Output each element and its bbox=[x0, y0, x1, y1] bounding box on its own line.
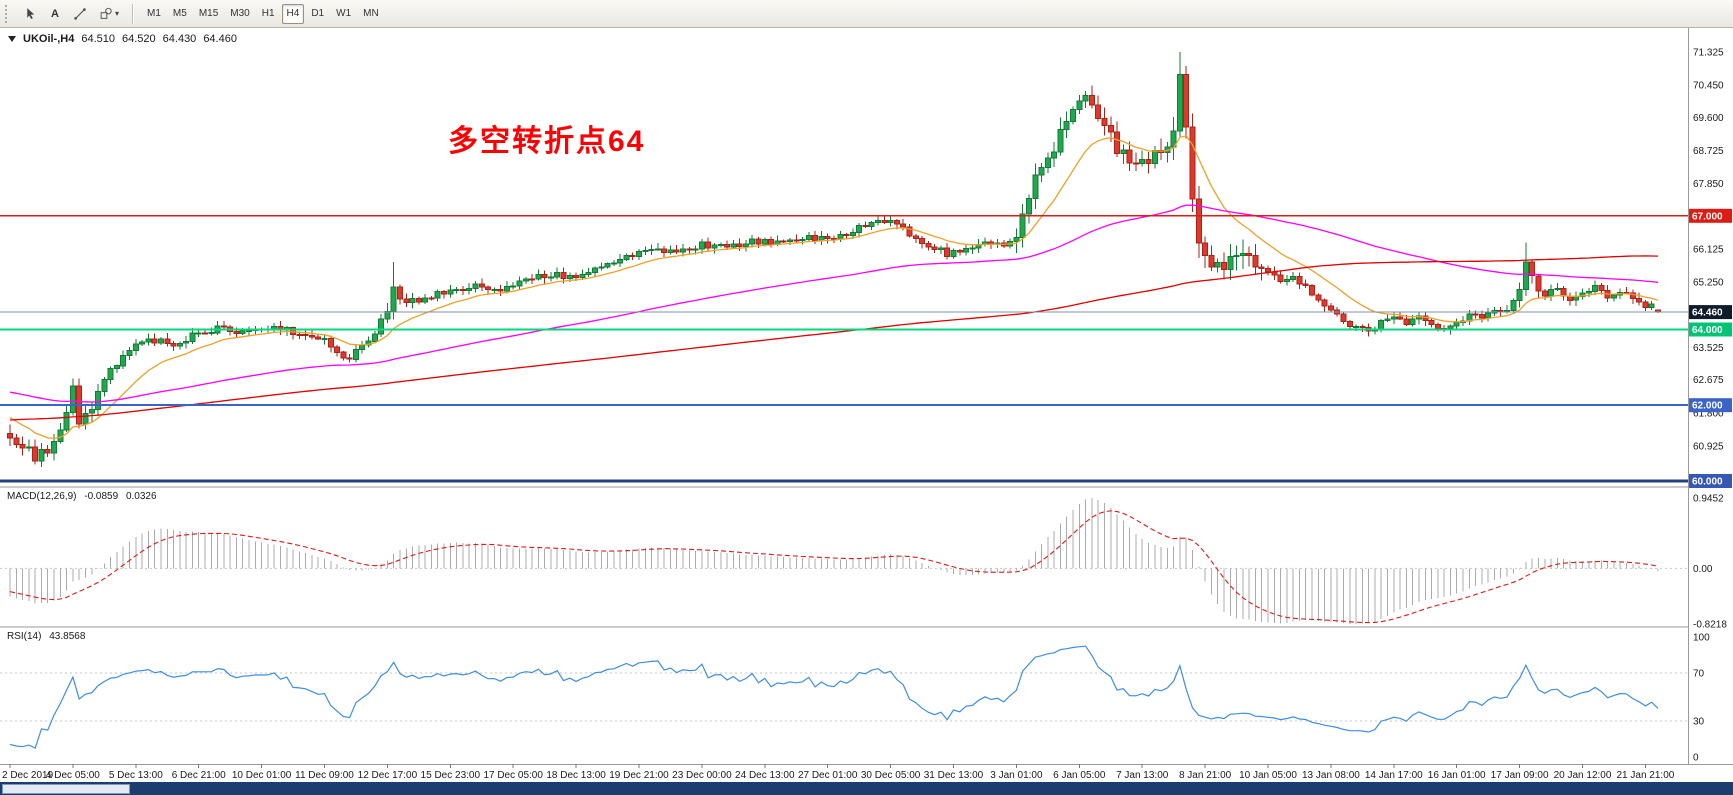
svg-text:30: 30 bbox=[1693, 717, 1705, 728]
svg-text:10 Dec 01:00: 10 Dec 01:00 bbox=[232, 770, 292, 781]
timeframe-w1-button[interactable]: W1 bbox=[331, 4, 356, 24]
chart-canvas[interactable]: 71.325 70.450 69.600 68.725 67.850 66.125 65.2… bbox=[0, 28, 1733, 782]
svg-text:67.850: 67.850 bbox=[1693, 179, 1724, 190]
svg-text:2 Dec 2019: 2 Dec 2019 bbox=[2, 770, 54, 781]
svg-text:11 Dec 09:00: 11 Dec 09:00 bbox=[295, 770, 354, 781]
svg-text:70: 70 bbox=[1693, 669, 1705, 680]
svg-text:71.325: 71.325 bbox=[1693, 48, 1724, 59]
svg-text:17 Dec 05:00: 17 Dec 05:00 bbox=[483, 770, 543, 781]
timeframe-m30-button[interactable]: M30 bbox=[225, 4, 254, 24]
taskbar bbox=[0, 782, 1733, 795]
timeframe-m15-button[interactable]: M15 bbox=[194, 4, 223, 24]
svg-text:31 Dec 13:00: 31 Dec 13:00 bbox=[924, 770, 984, 781]
svg-text:13 Jan 08:00: 13 Jan 08:00 bbox=[1302, 770, 1360, 781]
timeframe-mn-button: MN bbox=[358, 4, 384, 24]
svg-text:18 Dec 13:00: 18 Dec 13:00 bbox=[546, 770, 606, 781]
svg-text:68.725: 68.725 bbox=[1693, 146, 1724, 157]
svg-text:15 Dec 23:00: 15 Dec 23:00 bbox=[421, 770, 481, 781]
svg-text:69.600: 69.600 bbox=[1693, 113, 1724, 124]
svg-text:19 Dec 21:00: 19 Dec 21:00 bbox=[609, 770, 669, 781]
svg-text:14 Jan 17:00: 14 Jan 17:00 bbox=[1365, 770, 1423, 781]
svg-text:6 Jan 05:00: 6 Jan 05:00 bbox=[1053, 770, 1106, 781]
svg-text:21 Jan 21:00: 21 Jan 21:00 bbox=[1616, 770, 1674, 781]
svg-text:12 Dec 17:00: 12 Dec 17:00 bbox=[358, 770, 418, 781]
chevron-down-icon: ▾ bbox=[115, 9, 120, 18]
svg-text:0.00: 0.00 bbox=[1693, 564, 1713, 575]
trendline-tool-button[interactable] bbox=[68, 4, 92, 24]
svg-text:7 Jan 13:00: 7 Jan 13:00 bbox=[1116, 770, 1169, 781]
svg-text:5 Dec 13:00: 5 Dec 13:00 bbox=[109, 770, 163, 781]
timeframe-h4-button[interactable]: H4 bbox=[281, 3, 305, 24]
svg-text:64.460: 64.460 bbox=[1692, 308, 1723, 319]
timeframe-h1-button[interactable]: H1 bbox=[257, 4, 280, 24]
svg-text:60.000: 60.000 bbox=[1692, 477, 1723, 488]
svg-text:0.9452: 0.9452 bbox=[1693, 494, 1724, 505]
svg-text:4 Dec 05:00: 4 Dec 05:00 bbox=[46, 770, 100, 781]
svg-text:62.675: 62.675 bbox=[1693, 375, 1724, 386]
svg-text:-0.8218: -0.8218 bbox=[1693, 620, 1727, 631]
svg-text:66.125: 66.125 bbox=[1693, 245, 1724, 256]
svg-text:65.250: 65.250 bbox=[1693, 278, 1724, 289]
cursor-tool-button[interactable] bbox=[19, 4, 42, 24]
timeframe-d1-button[interactable]: D1 bbox=[306, 4, 329, 24]
svg-text:60.925: 60.925 bbox=[1693, 442, 1724, 453]
svg-text:70.450: 70.450 bbox=[1693, 81, 1724, 92]
svg-text:63.525: 63.525 bbox=[1693, 343, 1724, 354]
toolbar-separator bbox=[132, 3, 135, 24]
svg-text:67.000: 67.000 bbox=[1692, 211, 1723, 222]
timeframe-m1-button[interactable]: M1 bbox=[142, 4, 166, 24]
svg-text:20 Jan 12:00: 20 Jan 12:00 bbox=[1554, 770, 1612, 781]
svg-text:64.000: 64.000 bbox=[1692, 325, 1723, 336]
svg-text:6 Dec 21:00: 6 Dec 21:00 bbox=[172, 770, 226, 781]
shapes-icon bbox=[99, 7, 113, 20]
text-tool-icon: A bbox=[51, 7, 59, 20]
svg-text:100: 100 bbox=[1693, 633, 1710, 644]
toolbar-grip[interactable] bbox=[5, 4, 12, 23]
svg-text:10 Jan 05:00: 10 Jan 05:00 bbox=[1239, 770, 1297, 781]
svg-text:61.800: 61.800 bbox=[1693, 408, 1724, 419]
svg-text:8 Jan 21:00: 8 Jan 21:00 bbox=[1179, 770, 1232, 781]
svg-text:16 Jan 01:00: 16 Jan 01:00 bbox=[1428, 770, 1486, 781]
svg-text:17 Jan 09:00: 17 Jan 09:00 bbox=[1491, 770, 1549, 781]
timeframe-m5-button[interactable]: M5 bbox=[168, 4, 192, 24]
taskbar-start-segment[interactable] bbox=[2, 784, 130, 794]
svg-text:62.000: 62.000 bbox=[1692, 401, 1723, 412]
toolbar: A ▾ M1 M5 M15 M30 H1 H4 D1 W1 MN bbox=[0, 0, 1733, 28]
svg-text:24 Dec 13:00: 24 Dec 13:00 bbox=[735, 770, 795, 781]
svg-text:27 Dec 01:00: 27 Dec 01:00 bbox=[798, 770, 858, 781]
cursor-icon bbox=[24, 7, 37, 20]
svg-text:3 Jan 01:00: 3 Jan 01:00 bbox=[990, 770, 1043, 781]
svg-text:30 Dec 05:00: 30 Dec 05:00 bbox=[861, 770, 921, 781]
text-tool-button[interactable]: A bbox=[44, 4, 66, 24]
svg-text:23 Dec 00:00: 23 Dec 00:00 bbox=[672, 770, 732, 781]
objects-tool-button[interactable]: ▾ bbox=[94, 4, 124, 24]
svg-text:0: 0 bbox=[1693, 753, 1699, 764]
trendline-icon bbox=[73, 7, 87, 21]
